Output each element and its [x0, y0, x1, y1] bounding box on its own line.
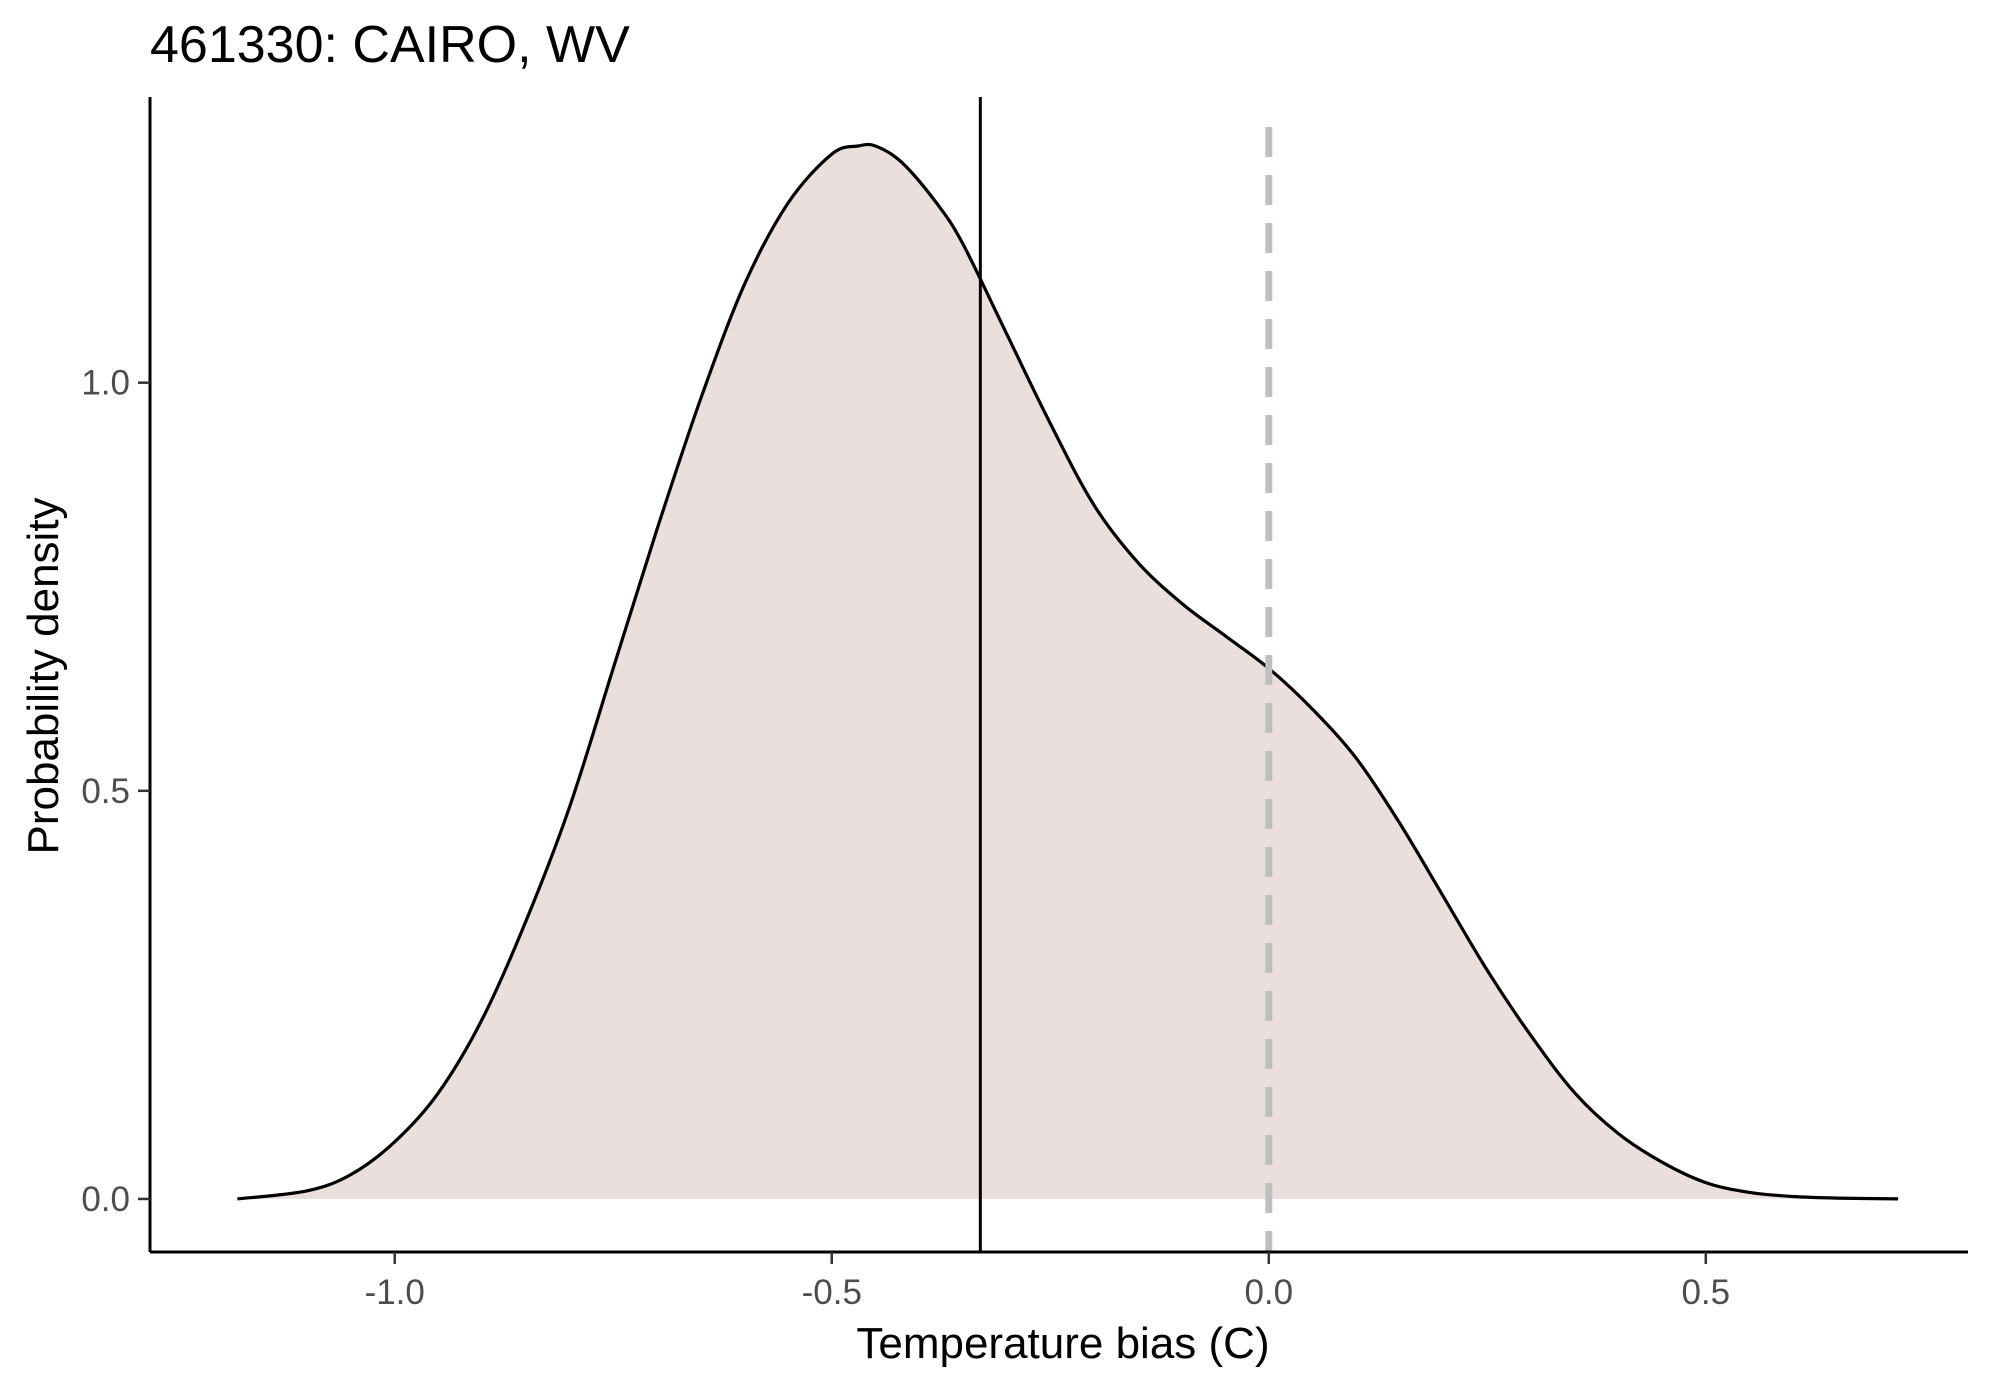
y-tick-label: 0.5 — [81, 772, 130, 811]
x-axis-title: Temperature bias (C) — [856, 1319, 1269, 1368]
y-tick-label: 1.0 — [81, 364, 130, 403]
x-tick-label: 0.5 — [1681, 1273, 1730, 1312]
density-curve — [237, 142, 1899, 1201]
y-axis-title: Probability density — [19, 497, 68, 854]
plot-area: -1.0 -0.5 0.0 0.5 0.0 0.5 1.0 — [81, 97, 1968, 1312]
density-area — [237, 144, 1899, 1199]
x-tick-label: -0.5 — [802, 1273, 862, 1312]
chart-title: 461330: CAIRO, WV — [150, 16, 630, 74]
y-tick-label: 0.0 — [81, 1180, 130, 1219]
x-tick-label: 0.0 — [1244, 1273, 1293, 1312]
x-tick-label: -1.0 — [365, 1273, 425, 1312]
